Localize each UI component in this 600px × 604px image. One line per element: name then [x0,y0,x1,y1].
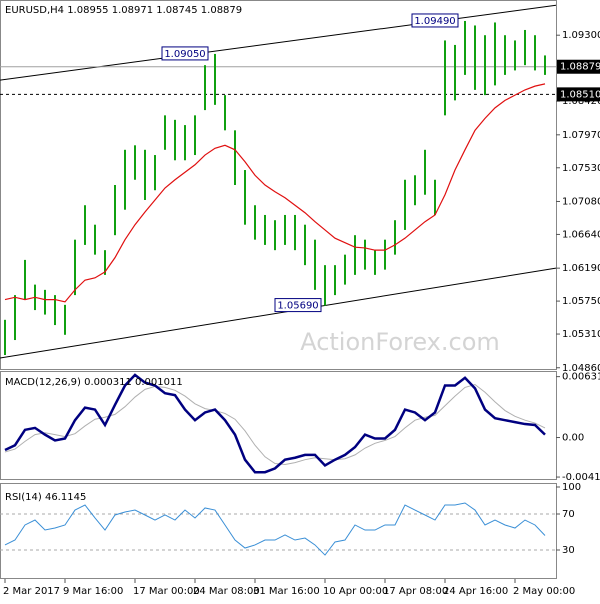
x-tick-label: 24 Mar 08:00 [193,586,260,597]
x-tick-label: 2 Mar 2017 [3,586,60,597]
y-tick-label: 1.06190 [562,263,600,274]
y-tick-label: 1.07080 [562,196,600,207]
panel-title: MACD(12,26,9) 0.000311 0.001011 [5,377,183,388]
channel-line [0,267,557,359]
macd-frame [0,371,557,480]
y-tick-label: 30 [562,545,575,556]
x-tick-label: 17 Apr 08:00 [383,586,448,597]
annotation-label: 1.05690 [277,301,318,312]
x-tick-label: 2 May 00:00 [513,586,575,597]
indicator-line [4,502,546,556]
x-tick-label: 24 Apr 16:00 [443,586,508,597]
x-tick-label: 17 Mar 00:00 [133,586,200,597]
x-tick-label: 9 Mar 16:00 [63,586,123,597]
indicator-line [4,383,546,466]
price-tag [557,59,600,74]
rsi-frame [0,483,557,579]
y-tick-label: 1.05310 [562,329,600,340]
annotation-label: 1.09490 [414,16,455,27]
y-tick-label: 1.07530 [562,163,600,174]
y-tick-label: 70 [562,509,575,520]
y-tick-label: 1.05750 [562,296,600,307]
y-tick-label: 0.00 [562,433,584,444]
y-tick-label: 1.07970 [562,130,600,141]
annotation-box [411,13,459,28]
x-tick-label: 31 Mar 16:00 [253,586,320,597]
y-tick-label: 0.006319 [562,372,600,383]
moving-average [4,83,546,303]
panel-title: RSI(14) 46.1145 [5,492,86,503]
y-tick-label: 1.06640 [562,229,600,240]
annotation-box [161,46,209,61]
level-tag [557,87,600,102]
main-frame [0,0,557,370]
annotation-box [274,298,322,313]
level-tag-label: 1.08510 [560,89,600,100]
panel-title: EURUSD,H4 1.08955 1.08971 1.08745 1.0887… [5,5,242,16]
indicator-line [4,373,546,474]
x-tick-label: 10 Apr 00:00 [323,586,388,597]
y-tick-label: -0.004102 [562,472,600,483]
y-tick-label: 1.09300 [562,30,600,41]
y-tick-label: 1.04860 [562,363,600,374]
channel-line [0,4,557,81]
price-tag-label: 1.08879 [560,62,600,73]
annotation-label: 1.09050 [164,49,205,60]
y-tick-label: 100 [562,482,581,493]
watermark: ActionForex.com [300,328,500,356]
y-tick-label: 1.08420 [562,96,600,107]
